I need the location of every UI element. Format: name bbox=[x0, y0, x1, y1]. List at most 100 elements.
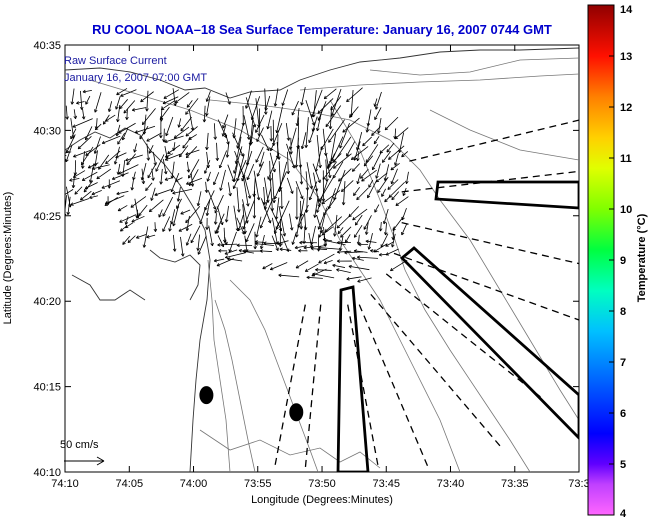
current-vector-head bbox=[247, 220, 249, 224]
current-vector bbox=[154, 222, 156, 232]
current-vector bbox=[339, 122, 350, 149]
current-vector-head bbox=[127, 241, 132, 244]
current-vector-head bbox=[140, 98, 143, 102]
current-vector-head bbox=[316, 128, 320, 132]
current-vector-head bbox=[265, 111, 268, 115]
current-vector-head bbox=[278, 156, 281, 160]
current-vector-head bbox=[339, 145, 343, 149]
current-vector-head bbox=[150, 197, 152, 201]
current-vector-head bbox=[85, 137, 89, 141]
current-vector-head bbox=[295, 164, 299, 168]
current-vector-head bbox=[338, 178, 340, 182]
current-vector-head bbox=[401, 153, 404, 157]
current-vector bbox=[243, 115, 250, 140]
current-vector bbox=[332, 161, 344, 179]
current-vector bbox=[339, 236, 344, 251]
current-vector bbox=[225, 205, 229, 223]
current-vector-head bbox=[164, 177, 168, 181]
current-vector-head bbox=[348, 213, 351, 217]
current-vector-head bbox=[173, 103, 176, 106]
current-vector bbox=[119, 99, 128, 110]
current-vector bbox=[314, 196, 319, 218]
current-vector-head bbox=[72, 174, 76, 178]
current-vector-head bbox=[155, 169, 159, 172]
current-vector-head bbox=[65, 173, 66, 176]
current-vector bbox=[84, 182, 98, 189]
current-vector-head bbox=[138, 214, 142, 217]
current-vector-head bbox=[89, 195, 92, 199]
current-vector-head bbox=[219, 187, 221, 191]
current-vector-head bbox=[371, 132, 373, 136]
current-vector-head bbox=[168, 228, 170, 232]
y-tick-label: 40:15 bbox=[33, 382, 61, 394]
current-vector-head bbox=[116, 118, 118, 123]
current-vector bbox=[278, 161, 288, 192]
current-vector-head bbox=[356, 198, 360, 201]
current-vector bbox=[65, 151, 72, 154]
current-vector bbox=[346, 141, 356, 157]
current-vector-head bbox=[374, 104, 377, 107]
current-vector-head bbox=[232, 178, 235, 183]
current-vector bbox=[346, 87, 363, 103]
current-vector bbox=[353, 224, 363, 238]
current-vector-head bbox=[258, 197, 261, 201]
current-vector-head bbox=[116, 133, 120, 137]
current-vector-head bbox=[318, 247, 322, 250]
current-vector-head bbox=[311, 185, 314, 189]
current-vector bbox=[257, 161, 264, 177]
current-vector-head bbox=[104, 201, 108, 204]
current-vector-head bbox=[245, 239, 249, 243]
current-vector-head bbox=[108, 109, 112, 112]
current-vector-head bbox=[206, 178, 208, 182]
current-vector bbox=[117, 205, 128, 212]
current-vector-head bbox=[383, 177, 386, 181]
current-vector bbox=[80, 90, 83, 110]
current-vector-head bbox=[247, 177, 250, 181]
current-vector bbox=[96, 168, 112, 180]
current-vector-head bbox=[406, 181, 409, 184]
current-vector bbox=[270, 179, 273, 212]
current-vector-head bbox=[107, 108, 110, 112]
current-vector-head bbox=[323, 262, 328, 265]
current-vector bbox=[241, 150, 253, 182]
current-vector bbox=[70, 198, 90, 206]
current-vector bbox=[350, 90, 354, 117]
current-vector-head bbox=[75, 115, 78, 119]
current-vector-head bbox=[323, 153, 327, 156]
current-vector bbox=[197, 191, 202, 207]
current-vector bbox=[206, 132, 209, 150]
current-vector bbox=[260, 197, 274, 229]
current-vector bbox=[118, 164, 139, 175]
current-vector-head bbox=[269, 138, 272, 142]
current-vector-head bbox=[279, 243, 283, 247]
current-vector-head bbox=[257, 174, 260, 177]
current-vector-head bbox=[145, 108, 148, 112]
colorbar-label: Temperature (°C) bbox=[636, 213, 648, 302]
current-vector-head bbox=[81, 165, 83, 169]
current-vector-head bbox=[82, 165, 85, 169]
current-vector-head bbox=[199, 221, 203, 225]
current-vector bbox=[188, 134, 197, 140]
colorbar-tick-label: 7 bbox=[620, 357, 626, 369]
current-vector-head bbox=[255, 243, 259, 246]
current-vector bbox=[235, 136, 242, 164]
current-vector-head bbox=[292, 190, 294, 194]
current-vector-head bbox=[174, 178, 178, 182]
current-vector-head bbox=[300, 196, 303, 200]
current-vector-head bbox=[323, 198, 326, 202]
current-vector-head bbox=[394, 162, 398, 166]
current-vector bbox=[112, 172, 129, 180]
current-vector-head bbox=[73, 116, 76, 119]
current-vector-head bbox=[263, 241, 267, 244]
current-vector-head bbox=[278, 273, 282, 276]
current-vector-head bbox=[242, 226, 246, 230]
current-vector bbox=[327, 153, 342, 167]
current-vector-head bbox=[176, 198, 179, 202]
current-vector-head bbox=[42, 121, 45, 122]
current-vector-head bbox=[324, 239, 328, 241]
current-vector-head bbox=[253, 246, 256, 250]
current-vector-head bbox=[365, 240, 369, 244]
current-vector-head bbox=[384, 200, 388, 203]
current-vector-head bbox=[305, 144, 309, 148]
current-vector-head bbox=[364, 231, 367, 235]
